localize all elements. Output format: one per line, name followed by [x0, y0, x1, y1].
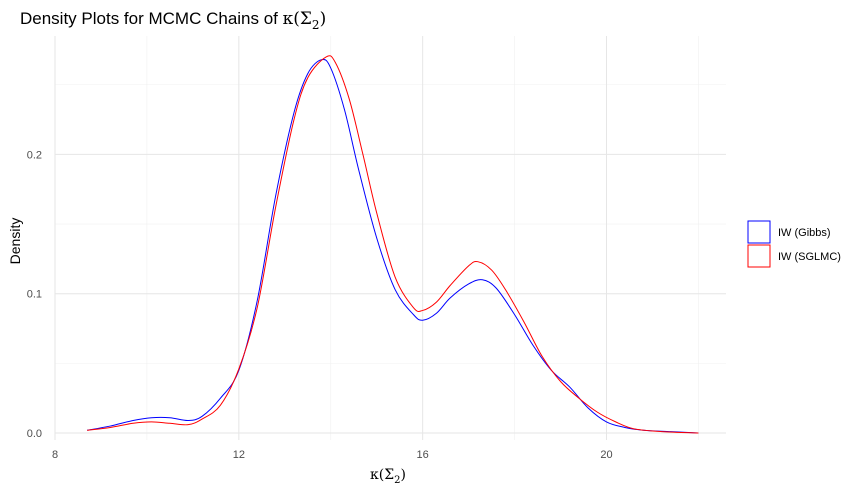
- chart-title-math-sub: 2: [312, 18, 320, 32]
- legend: IW (Gibbs) IW (SGLMC): [747, 220, 841, 268]
- x-tick-label: 12: [233, 449, 245, 461]
- x-tick-label: 20: [600, 449, 612, 461]
- chart-title-math: κ(Σ: [283, 9, 312, 29]
- x-axis-label-math-sub: 2: [394, 475, 400, 486]
- legend-label: IW (SGLMC): [778, 251, 841, 263]
- legend-label: IW (Gibbs): [778, 227, 831, 239]
- density-line-iw-gibbs: [87, 58, 699, 434]
- series-lines: [87, 55, 699, 434]
- y-tick-label: 0.2: [27, 149, 42, 161]
- legend-key: [747, 220, 771, 244]
- x-axis-label: κ(Σ2): [370, 467, 406, 486]
- x-axis-label-math-close: ): [401, 467, 406, 483]
- x-axis-ticks: 8 12 16 20: [52, 449, 613, 461]
- y-tick-label: 0.1: [27, 289, 42, 301]
- chart-title: Density Plots for MCMC Chains of κ(Σ2): [20, 9, 326, 32]
- x-axis-label-math: κ(Σ: [370, 467, 394, 483]
- x-tick-label: 8: [52, 449, 58, 461]
- grid: [54, 36, 726, 440]
- legend-key: [747, 244, 771, 268]
- y-axis-label: Density: [7, 218, 23, 265]
- y-tick-label: 0.0: [27, 428, 42, 440]
- chart-title-text: Density Plots for MCMC Chains of: [20, 9, 283, 28]
- chart-title-math-close: ): [320, 9, 327, 29]
- y-axis-ticks: 0.0 0.1 0.2: [27, 149, 42, 440]
- density-line-iw-sglmc: [87, 55, 699, 434]
- x-tick-label: 16: [417, 449, 429, 461]
